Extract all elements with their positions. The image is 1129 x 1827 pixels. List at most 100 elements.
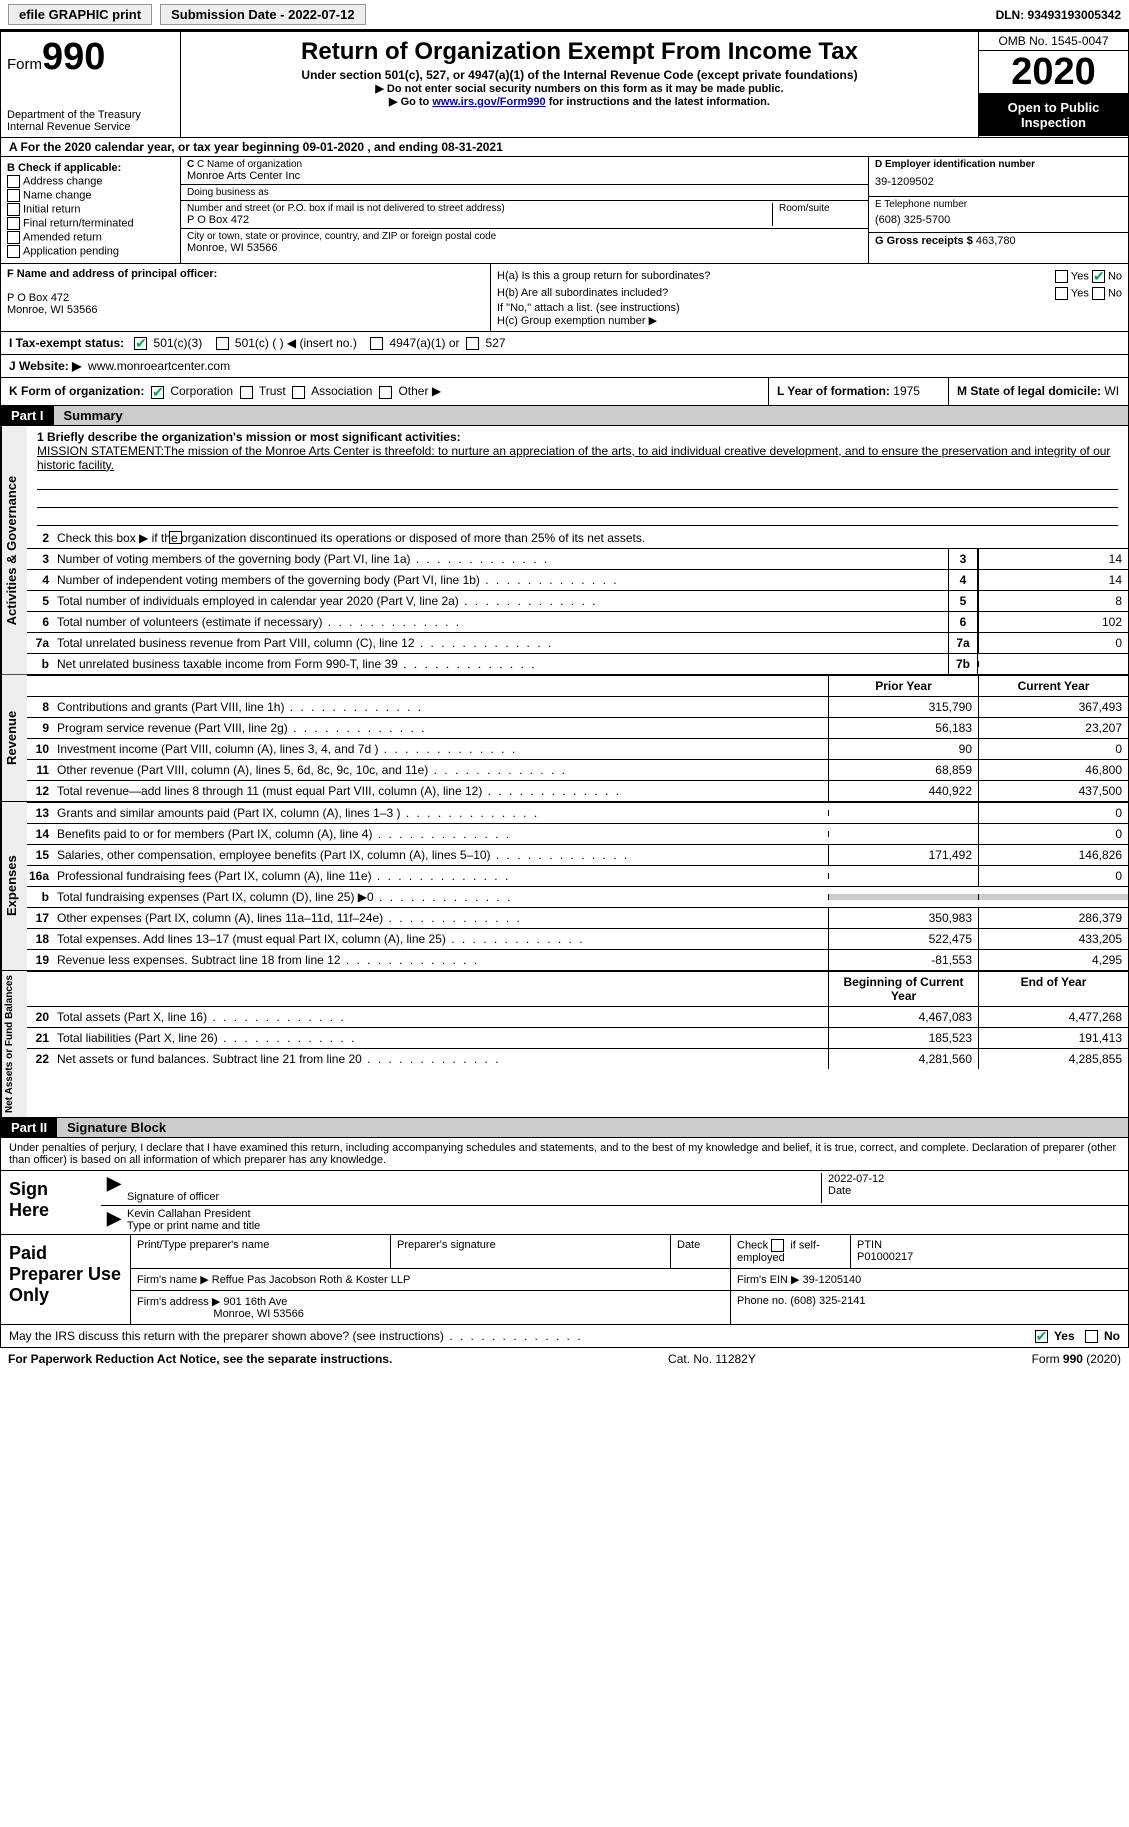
- cb-address-change[interactable]: Address change: [7, 175, 174, 188]
- part2-label: Part II: [1, 1118, 57, 1137]
- line-10: 10Investment income (Part VIII, column (…: [27, 738, 1128, 759]
- cb-527[interactable]: [466, 337, 479, 350]
- catalog-number: Cat. No. 11282Y: [668, 1352, 756, 1366]
- efile-print-button[interactable]: efile GRAPHIC print: [8, 4, 152, 25]
- pra-notice: For Paperwork Reduction Act Notice, see …: [8, 1352, 392, 1366]
- street-address: P O Box 472: [187, 214, 772, 226]
- cb-trust[interactable]: [240, 386, 253, 399]
- blank-line: [37, 474, 1118, 490]
- line-b: bTotal fundraising expenses (Part IX, co…: [27, 886, 1128, 907]
- ptin-cell: PTINP01000217: [851, 1235, 1128, 1268]
- link-note: ▶ Go to www.irs.gov/Form990 for instruct…: [187, 95, 972, 108]
- checkbox-column-b: B Check if applicable: Address change Na…: [1, 157, 181, 263]
- cb-501c3[interactable]: [134, 337, 147, 350]
- paid-preparer-label: Paid Preparer Use Only: [1, 1235, 131, 1324]
- line-21: 21Total liabilities (Part X, line 26)185…: [27, 1027, 1128, 1048]
- line-13: 13Grants and similar amounts paid (Part …: [27, 802, 1128, 823]
- paid-preparer-block: Paid Preparer Use Only Print/Type prepar…: [0, 1235, 1129, 1325]
- cb-501c[interactable]: [216, 337, 229, 350]
- officer-name-label: Type or print name and title: [127, 1220, 1122, 1232]
- group-return-box: H(a) Is this a group return for subordin…: [491, 264, 1128, 331]
- cb-corporation[interactable]: [151, 386, 164, 399]
- cb-discontinued[interactable]: [169, 531, 182, 544]
- cb-association[interactable]: [292, 386, 305, 399]
- firm-addr1: 901 16th Ave: [223, 1296, 287, 1308]
- tab-revenue: Revenue: [1, 675, 27, 801]
- irs-link[interactable]: www.irs.gov/Form990: [432, 96, 545, 108]
- prior-year-header: Prior Year: [828, 676, 978, 696]
- cb-name-change[interactable]: Name change: [7, 189, 174, 202]
- tab-net-assets: Net Assets or Fund Balances: [1, 971, 27, 1117]
- firm-phone-cell: Phone no. (608) 325-2141: [731, 1291, 1128, 1324]
- year-formation: 1975: [893, 384, 920, 398]
- form-subtitle: Under section 501(c), 527, or 4947(a)(1)…: [187, 68, 972, 82]
- line-11: 11Other revenue (Part VIII, column (A), …: [27, 759, 1128, 780]
- blank-line: [37, 492, 1118, 508]
- form-label: Form990: [7, 36, 174, 79]
- line-15: 15Salaries, other compensation, employee…: [27, 844, 1128, 865]
- gov-line-7a: 7aTotal unrelated business revenue from …: [27, 632, 1128, 653]
- line-16a: 16aProfessional fundraising fees (Part I…: [27, 865, 1128, 886]
- discuss-row: May the IRS discuss this return with the…: [0, 1325, 1129, 1348]
- cb-final-return[interactable]: Final return/terminated: [7, 217, 174, 230]
- arrow-icon: ▶: [107, 1208, 127, 1232]
- open-inspection: Open to Public Inspection: [979, 94, 1128, 136]
- cb-initial-return[interactable]: Initial return: [7, 203, 174, 216]
- net-assets-section: Net Assets or Fund Balances Beginning of…: [0, 971, 1129, 1118]
- hb-yes[interactable]: [1055, 287, 1068, 300]
- state-domicile: WI: [1104, 384, 1119, 398]
- discuss-no[interactable]: [1085, 1330, 1098, 1343]
- mission-text: MISSION STATEMENT:The mission of the Mon…: [37, 444, 1110, 472]
- line-18: 18Total expenses. Add lines 13–17 (must …: [27, 928, 1128, 949]
- cb-self-employed[interactable]: [771, 1239, 784, 1252]
- gov-line-4: 4Number of independent voting members of…: [27, 569, 1128, 590]
- address-cell: Number and street (or P.O. box if mail i…: [181, 201, 868, 229]
- eoy-header: End of Year: [978, 972, 1128, 1006]
- preparer-date-label: Date: [671, 1235, 731, 1268]
- cb-other[interactable]: [379, 386, 392, 399]
- arrow-icon: ▶: [107, 1173, 127, 1203]
- hb-no[interactable]: [1092, 287, 1105, 300]
- gov-line-5: 5Total number of individuals employed in…: [27, 590, 1128, 611]
- ha-yes[interactable]: [1055, 270, 1068, 283]
- firm-address-cell: Firm's address ▶ 901 16th Ave Monroe, WI…: [131, 1291, 731, 1324]
- hb-label: H(b) Are all subordinates included?: [497, 287, 668, 300]
- mission-question: 1 Briefly describe the organization's mi…: [27, 426, 1128, 472]
- privacy-note: ▶ Do not enter social security numbers o…: [187, 82, 972, 95]
- cb-4947[interactable]: [370, 337, 383, 350]
- form-header: Form990 Department of the Treasury Inter…: [0, 31, 1129, 138]
- tab-governance: Activities & Governance: [1, 426, 27, 674]
- dept-label: Department of the Treasury Internal Reve…: [7, 109, 174, 133]
- tab-expenses: Expenses: [1, 802, 27, 970]
- sig-date-label: Date: [828, 1185, 1122, 1197]
- footer: For Paperwork Reduction Act Notice, see …: [0, 1348, 1129, 1370]
- officer-group-row: F Name and address of principal officer:…: [0, 264, 1129, 332]
- submission-date-button[interactable]: Submission Date - 2022-07-12: [160, 4, 366, 25]
- line-19: 19Revenue less expenses. Subtract line 1…: [27, 949, 1128, 970]
- cb-amended-return[interactable]: Amended return: [7, 231, 174, 244]
- phone-cell: E Telephone number (608) 325-5700: [869, 197, 1128, 233]
- part1-title: Summary: [54, 406, 1128, 425]
- dba-cell: Doing business as: [181, 185, 868, 201]
- gross-receipts-cell: G Gross receipts $ 463,780: [869, 233, 1128, 249]
- revenue-header-row: Prior Year Current Year: [27, 675, 1128, 696]
- omb-number: OMB No. 1545-0047: [979, 32, 1128, 51]
- declaration-text: Under penalties of perjury, I declare th…: [0, 1138, 1129, 1171]
- form-number: 990: [42, 36, 105, 78]
- gov-line-7b: bNet unrelated business taxable income f…: [27, 653, 1128, 674]
- line-a-period: A For the 2020 calendar year, or tax yea…: [0, 138, 1129, 157]
- form-title: Return of Organization Exempt From Incom…: [187, 38, 972, 66]
- line-9: 9Program service revenue (Part VIII, lin…: [27, 717, 1128, 738]
- ha-no[interactable]: [1092, 270, 1105, 283]
- discuss-yes[interactable]: [1035, 1330, 1048, 1343]
- website-row: J Website: ▶ www.monroeartcenter.com: [0, 355, 1129, 378]
- part2-title: Signature Block: [57, 1118, 1128, 1137]
- line-12: 12Total revenue—add lines 8 through 11 (…: [27, 780, 1128, 801]
- firm-addr2: Monroe, WI 53566: [213, 1308, 304, 1320]
- expenses-section: Expenses 13Grants and similar amounts pa…: [0, 802, 1129, 971]
- ein-value: 39-1209502: [875, 170, 1122, 194]
- cb-application-pending[interactable]: Application pending: [7, 245, 174, 258]
- org-name-cell: C C Name of organization Monroe Arts Cen…: [181, 157, 868, 185]
- current-year-header: Current Year: [978, 676, 1128, 696]
- firm-name-cell: Firm's name ▶ Reffue Pas Jacobson Roth &…: [131, 1269, 731, 1290]
